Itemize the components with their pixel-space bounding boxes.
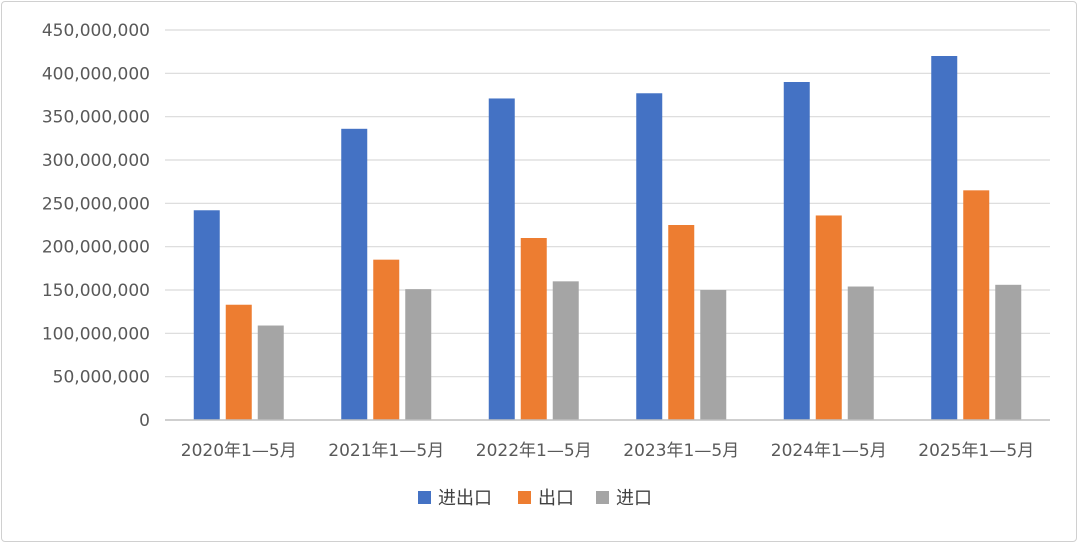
legend: 进出口 出口 进口 [418,488,652,509]
bars [193,56,1022,421]
bar-import-0 [257,325,284,420]
legend-swatch [518,491,531,504]
y-tick-label: 50,000,000 [53,368,150,388]
bar-trade-total-3 [636,93,663,421]
y-tick-label: 150,000,000 [42,281,150,301]
bar-export-2 [520,238,547,420]
bar-trade-total-1 [341,128,368,421]
bar-import-5 [995,284,1022,420]
y-tick-label: 400,000,000 [42,64,150,84]
bar-trade-total-2 [488,98,515,420]
y-tick-label: 450,000,000 [42,21,150,41]
bar-export-4 [815,215,842,420]
legend-swatch [418,491,431,504]
bar-trade-total-4 [783,82,810,420]
y-tick-label: 100,000,000 [42,324,150,344]
bar-import-1 [405,289,432,420]
bar-export-0 [225,304,252,420]
bar-trade-total-5 [931,56,958,420]
y-tick-label: 250,000,000 [42,194,150,214]
legend-label: 进出口 [438,488,492,509]
x-category-label: 2025年1—5月 [918,441,1034,461]
x-category-label: 2021年1—5月 [328,441,444,461]
bar-export-3 [668,225,695,420]
legend-label: 出口 [538,488,574,509]
bar-trade-total-0 [193,210,220,420]
y-axis-ticks: 0 50,000,000 100,000,000 150,000,000 200,000… [42,21,150,431]
bar-import-4 [847,286,874,420]
x-axis-categories: 2020年1—5月 2021年1—5月 2022年1—5月 2023年1—5月 2024… [181,441,1034,461]
bar-export-5 [963,190,990,420]
legend-swatch [596,491,609,504]
x-category-label: 2020年1—5月 [181,441,297,461]
bar-import-3 [700,290,727,420]
y-tick-label: 0 [139,411,150,431]
y-tick-label: 350,000,000 [42,108,150,128]
y-tick-label: 300,000,000 [42,151,150,171]
x-category-label: 2024年1—5月 [771,441,887,461]
bar-import-2 [552,281,579,420]
x-category-label: 2023年1—5月 [623,441,739,461]
bar-export-1 [373,259,400,420]
gridlines [165,29,1050,378]
x-category-label: 2022年1—5月 [476,441,592,461]
legend-label: 进口 [616,488,652,509]
y-tick-label: 200,000,000 [42,238,150,258]
